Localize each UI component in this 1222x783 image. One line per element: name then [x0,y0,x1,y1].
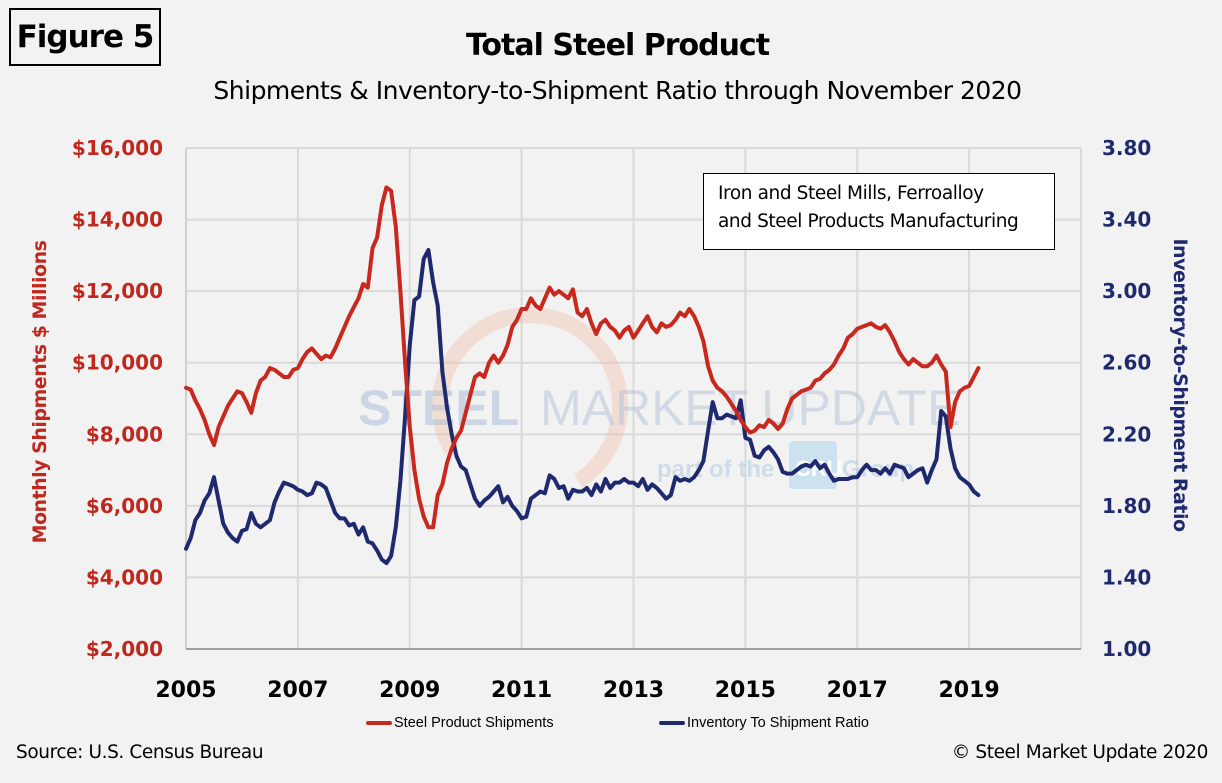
legend: Steel Product Shipments Inventory To Shi… [0,715,1222,737]
y-axis-label-left: Monthly Shipments $ Millions [29,240,51,544]
legend-item-shipments: Steel Product Shipments [366,715,554,731]
y-tick-left: $12,000 [72,279,163,303]
watermark-steel: STEEL [358,380,519,436]
legend-swatch-shipments [366,721,392,725]
series-line-shipments [184,185,981,530]
y-tick-right: 3.00 [1102,279,1151,303]
y-tick-left: $16,000 [72,136,163,160]
y-tick-left: $10,000 [72,351,163,375]
annotation-box: Iron and Steel Mills, Ferroalloy and Ste… [703,173,1055,250]
copyright-note: © Steel Market Update 2020 [951,742,1209,763]
x-tick: 2019 [939,678,1000,703]
x-tick: 2007 [267,678,328,703]
series-lines [184,185,981,566]
series-line-ratio [184,248,981,566]
y-tick-right: 2.20 [1102,422,1151,446]
x-tick: 2005 [155,678,216,703]
annotation-line-1: Iron and Steel Mills, Ferroalloy [718,183,984,204]
watermark-market-update: MARKET UPDATE [540,380,960,436]
y-tick-left: $4,000 [86,565,163,589]
y-tick-right: 3.80 [1102,136,1151,160]
y-tick-right: 1.00 [1102,637,1151,661]
y-tick-left: $8,000 [86,422,163,446]
y-tick-left: $14,000 [72,208,163,232]
y-tick-left: $6,000 [86,494,163,518]
legend-item-ratio: Inventory To Shipment Ratio [659,715,869,731]
x-tick: 2015 [715,678,776,703]
tick-labels: $2,000 1.00 $4,000 1.40 $6,000 1.80 $8,000 2.20… [72,136,1151,703]
legend-swatch-ratio [659,721,685,725]
x-tick: 2009 [379,678,440,703]
x-tick: 2017 [827,678,888,703]
chart-title: Total Steel Product [465,28,770,63]
y-axis-label-right: Inventory-to-Shipment Ratio [1169,238,1191,532]
y-tick-right: 1.80 [1102,494,1151,518]
legend-label-shipments: Steel Product Shipments [394,715,554,731]
annotation-line-2: and Steel Products Manufacturing [718,211,1019,232]
figure-label: Figure 5 [9,8,161,66]
chart-subtitle: Shipments & Inventory-to-Shipment Ratio … [213,76,1022,105]
source-note: Source: U.S. Census Bureau [16,742,264,763]
y-tick-right: 2.60 [1102,351,1151,375]
x-tick: 2011 [491,678,552,703]
y-tick-right: 1.40 [1102,565,1151,589]
y-tick-left: $2,000 [86,637,163,661]
y-tick-right: 3.40 [1102,208,1151,232]
x-tick: 2013 [603,678,664,703]
legend-label-ratio: Inventory To Shipment Ratio [687,715,869,731]
axes [185,148,1081,650]
